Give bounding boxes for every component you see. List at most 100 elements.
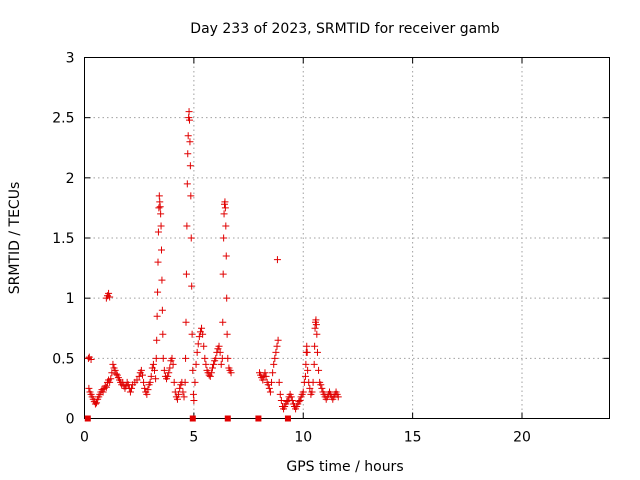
data-point — [310, 360, 318, 368]
data-point — [334, 393, 342, 401]
data-point — [147, 372, 155, 380]
data-point — [137, 366, 145, 374]
data-point — [220, 210, 228, 218]
y-tick-label: 0 — [66, 412, 75, 428]
data-point — [107, 375, 115, 383]
data-point — [154, 228, 162, 236]
data-point — [140, 378, 148, 386]
data-point — [223, 294, 231, 302]
data-point — [164, 372, 172, 380]
data-point — [111, 366, 119, 374]
data-point — [304, 366, 312, 374]
data-point — [216, 348, 224, 356]
data-point — [151, 366, 158, 374]
data-point — [277, 396, 285, 404]
data-point — [184, 150, 192, 158]
data-point — [152, 375, 160, 383]
data-point — [143, 390, 151, 398]
data-point — [192, 360, 200, 368]
data-point — [181, 378, 189, 386]
data-points — [84, 108, 342, 422]
data-point — [274, 336, 282, 344]
zero-marker — [255, 415, 262, 422]
data-point — [199, 330, 207, 338]
data-point — [308, 388, 316, 396]
data-point — [219, 318, 227, 326]
data-point — [262, 372, 270, 380]
data-point — [155, 204, 163, 212]
data-point — [189, 390, 197, 398]
data-point — [287, 393, 295, 401]
data-point — [152, 354, 160, 362]
data-point — [183, 222, 191, 230]
data-point — [198, 324, 206, 332]
grid — [84, 57, 610, 419]
data-point — [302, 360, 310, 368]
data-point — [185, 108, 193, 116]
data-point — [222, 222, 230, 230]
data-point — [156, 203, 164, 211]
data-point — [206, 372, 214, 380]
data-point — [269, 369, 277, 377]
zero-marker — [224, 415, 231, 422]
data-point — [186, 116, 193, 124]
data-point — [315, 366, 323, 374]
y-tick-label: 0.5 — [52, 351, 74, 367]
zero-marker — [84, 415, 91, 422]
data-point — [157, 222, 165, 230]
data-point — [85, 384, 93, 392]
data-point — [182, 270, 190, 278]
data-point — [159, 330, 167, 338]
y-tick-label: 2 — [66, 171, 75, 187]
data-point — [109, 360, 117, 368]
x-axis-label: GPS time / hours — [286, 459, 403, 475]
data-point — [183, 180, 191, 188]
data-point — [176, 384, 184, 392]
zero-marker — [284, 415, 291, 422]
data-point — [301, 372, 309, 380]
data-point — [217, 360, 225, 368]
data-point — [311, 324, 319, 332]
x-tick-label: 10 — [294, 430, 312, 446]
data-point — [270, 360, 278, 368]
data-point — [222, 252, 230, 260]
data-point — [158, 246, 165, 254]
chart-title: Day 233 of 2023, SRMTID for receiver gam… — [190, 21, 500, 37]
data-point — [157, 210, 165, 218]
data-point — [220, 234, 228, 242]
data-point — [272, 348, 280, 356]
data-point — [193, 348, 201, 356]
data-point — [299, 388, 307, 396]
data-point — [313, 330, 321, 338]
data-point — [208, 364, 216, 372]
data-point — [318, 384, 326, 392]
data-point — [168, 354, 176, 362]
data-point — [265, 384, 273, 392]
y-tick-label: 1.5 — [52, 231, 74, 247]
data-point — [154, 288, 162, 296]
data-point — [275, 378, 283, 386]
data-point — [99, 388, 107, 396]
data-point — [101, 382, 109, 390]
data-point — [135, 372, 143, 380]
y-tick-label: 1 — [66, 291, 75, 307]
data-point — [166, 364, 174, 372]
data-point — [212, 354, 220, 362]
x-tick-label: 5 — [189, 430, 198, 446]
y-tick-label: 3 — [66, 51, 75, 67]
data-point — [105, 289, 113, 297]
data-point — [170, 378, 178, 386]
data-point — [276, 390, 284, 398]
data-point — [200, 342, 208, 350]
data-point — [194, 340, 202, 348]
data-point — [154, 258, 162, 266]
data-point — [186, 138, 194, 146]
data-point — [187, 234, 195, 242]
data-point — [149, 360, 157, 368]
data-point — [153, 312, 161, 320]
data-point — [303, 348, 311, 356]
data-point — [215, 342, 223, 350]
data-point — [126, 388, 134, 396]
data-point — [91, 400, 99, 408]
data-point — [311, 342, 319, 350]
